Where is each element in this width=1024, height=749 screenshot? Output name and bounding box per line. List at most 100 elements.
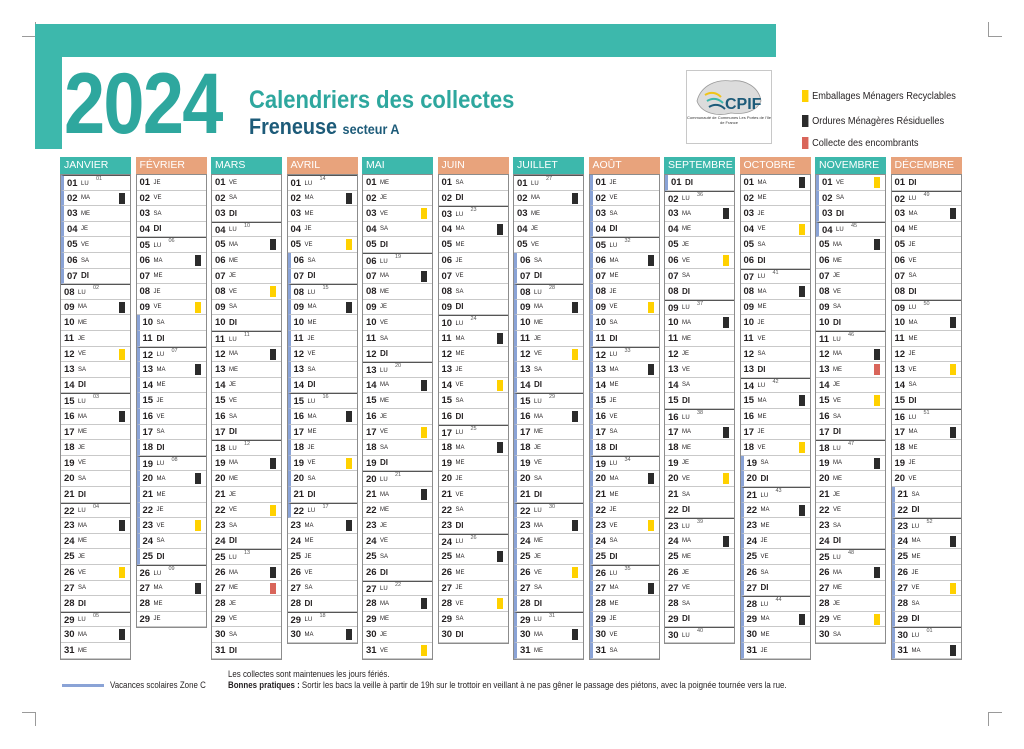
day-row: 22 MA <box>740 502 810 519</box>
day-number: 21 <box>293 489 305 500</box>
weekday-label: VE <box>833 397 842 404</box>
day-row: 10 VE <box>363 315 432 331</box>
weekday-label: VE <box>153 195 162 202</box>
weekday-label: MA <box>455 553 465 560</box>
day-row: 27 MA <box>136 581 206 597</box>
day-number: 08 <box>595 286 607 298</box>
day-number: 25 <box>64 551 75 563</box>
weekday-label: LU <box>908 305 917 312</box>
weekday-label: VE <box>307 351 316 358</box>
day-row: 07 VE <box>438 269 508 285</box>
day-number: 18 <box>441 442 453 454</box>
week-number: 08 <box>171 456 178 463</box>
weekday-label: MA <box>307 413 317 420</box>
day-number: 20 <box>746 473 758 485</box>
day-number: 25 <box>819 552 830 564</box>
day-row: 27 VE <box>665 581 734 597</box>
crop-mark <box>35 712 36 726</box>
day-row: 03 VE <box>363 206 432 222</box>
weekday-label: VE <box>757 335 766 342</box>
weekday-label: JE <box>304 226 312 233</box>
weekday-label: MA <box>380 491 389 498</box>
day-row: 15 JE <box>589 393 659 409</box>
weekday-label: SA <box>908 273 917 280</box>
week-number: 35 <box>624 566 631 572</box>
day-number: 19 <box>366 457 377 469</box>
weekday-label: ME <box>833 257 842 264</box>
weekday-label: JE <box>908 351 916 358</box>
red-bin-icon <box>874 364 880 376</box>
month-header: MARS <box>211 157 282 174</box>
day-row: 23 MA <box>61 518 130 534</box>
day-number: 22 <box>142 504 154 516</box>
day-row: 13 ME <box>816 362 885 378</box>
day-number: 21 <box>520 489 531 500</box>
weekday-label: JE <box>757 319 765 326</box>
month-days: 01 VE 02 SA 03 DI 04 LU 45 05 MA 06 ME 07 JE 08 VE 09 SA 10… <box>815 174 886 644</box>
weekday-label: SA <box>156 538 165 545</box>
day-row: 29 DI <box>891 611 961 628</box>
black-bin-icon <box>647 473 654 485</box>
weekday-label: DI <box>380 349 388 359</box>
day-row: 06 MA <box>589 253 659 269</box>
day-row: 03 SA <box>136 206 206 222</box>
day-row: 04 JE <box>287 222 357 238</box>
day-row: 27 ME <box>212 581 281 597</box>
yellow-bin-icon <box>874 613 880 625</box>
day-row: 05 MA <box>816 237 885 253</box>
weekday-label: DI <box>682 614 690 624</box>
day-number: 16 <box>215 411 226 422</box>
month-days: 01 SA 02 DI 03 LU 23 04 MA 05 ME 06 JE 07 VE 08 SA 09 DI 10… <box>437 174 509 644</box>
weekday-label: ME <box>682 335 691 342</box>
day-number: 17 <box>894 426 906 438</box>
day-row: 29 JE <box>589 611 659 628</box>
day-number: 13 <box>64 364 75 376</box>
weekday-label: LU <box>833 554 841 561</box>
day-row: 20 ME <box>212 471 281 487</box>
weekday-label: LU <box>757 274 766 281</box>
day-number: 06 <box>139 255 151 266</box>
week-number: 19 <box>395 254 402 260</box>
weekday-label: VE <box>229 507 238 514</box>
weekday-label: LU <box>78 508 86 515</box>
black-bin-icon <box>572 192 578 204</box>
day-row: 07 JE <box>212 269 281 285</box>
weekday-label: DI <box>534 489 542 499</box>
day-row: 23 SA <box>212 518 281 534</box>
day-row: 12 JE <box>665 347 734 363</box>
day-number: 05 <box>894 239 906 251</box>
day-row: 26 VE <box>61 565 130 581</box>
day-row: 14 VE <box>438 378 508 394</box>
day-row: 01 MA <box>740 175 810 191</box>
day-number: 01 <box>743 177 755 188</box>
day-number: 07 <box>595 270 607 282</box>
day-row: 11 DI <box>589 331 659 347</box>
yellow-bin-icon <box>572 348 578 360</box>
week-number: 31 <box>549 612 556 619</box>
day-row: 05 LU 06 <box>136 237 206 253</box>
weekday-label: VE <box>153 304 162 311</box>
weekday-label: ME <box>81 210 90 217</box>
day-row: 16 MA <box>514 409 583 425</box>
week-number: 28 <box>549 285 556 292</box>
day-row: 31 ME <box>61 643 130 659</box>
day-number: 01 <box>822 177 833 188</box>
logo-wordmark: CPIF <box>725 96 762 113</box>
day-row: 14 SA <box>891 378 961 394</box>
weekday-label: LU <box>380 586 388 593</box>
day-row: 25 SA <box>363 549 432 565</box>
weekday-label: JE <box>682 241 690 248</box>
day-row: 05 VE <box>61 237 130 253</box>
day-number: 21 <box>64 489 75 500</box>
day-number: 23 <box>668 521 679 533</box>
sector-label: secteur A <box>342 121 400 137</box>
day-number: 26 <box>366 567 377 578</box>
week-number: 37 <box>697 300 704 307</box>
day-row: 25 JE <box>514 549 583 565</box>
weekday-label: LU <box>609 352 618 359</box>
day-row: 25 DI <box>136 549 206 565</box>
weekday-label: VE <box>911 585 920 592</box>
day-number: 24 <box>142 535 154 547</box>
day-row: 17 ME <box>514 424 583 441</box>
day-number: 13 <box>293 364 305 376</box>
